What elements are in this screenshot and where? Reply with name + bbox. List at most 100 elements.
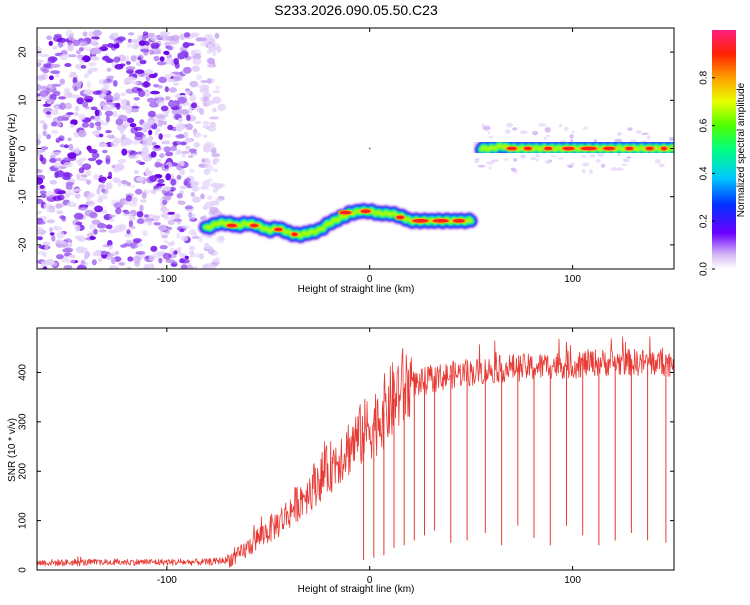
noise-speckle — [66, 201, 77, 208]
noise-speckle — [127, 42, 132, 48]
noise-speckle — [142, 31, 149, 36]
noise-speckle — [100, 250, 108, 255]
x-tick-label: 100 — [564, 274, 581, 285]
noise-speckle — [204, 89, 209, 95]
noise-speckle — [94, 121, 101, 126]
noise-speckle — [202, 120, 210, 126]
spectrogram-content — [37, 29, 674, 269]
noise-speckle — [68, 143, 74, 151]
noise-speckle — [137, 56, 142, 61]
noise-speckle — [46, 209, 56, 213]
noise-speckle — [89, 224, 96, 230]
noise-speckle — [582, 126, 588, 130]
noise-speckle — [59, 215, 66, 220]
noise-speckle — [137, 242, 144, 248]
noise-speckle — [117, 179, 122, 187]
noise-speckle — [126, 181, 132, 186]
noise-speckle — [84, 251, 91, 259]
noise-speckle — [126, 117, 135, 124]
noise-speckle — [170, 178, 177, 186]
noise-speckle — [610, 167, 617, 172]
noise-speckle — [218, 235, 225, 241]
noise-speckle — [115, 250, 120, 255]
noise-speckle — [96, 187, 101, 195]
noise-speckle — [145, 69, 154, 75]
noise-speckle — [63, 265, 73, 269]
noise-speckle — [569, 134, 574, 139]
noise-speckle — [180, 235, 189, 242]
noise-speckle — [140, 48, 150, 53]
ridge-core — [506, 146, 517, 151]
noise-speckle — [90, 106, 98, 111]
noise-speckle — [155, 113, 166, 119]
noise-speckle — [177, 118, 183, 123]
noise-speckle — [142, 230, 148, 237]
y-tick-label: 400 — [18, 364, 29, 381]
noise-speckle — [183, 32, 191, 38]
noise-speckle — [198, 253, 204, 260]
noise-speckle — [108, 214, 116, 218]
noise-speckle — [214, 183, 222, 190]
noise-speckle — [145, 92, 151, 97]
noise-speckle — [51, 151, 61, 156]
noise-speckle — [179, 258, 186, 264]
noise-speckle — [58, 135, 65, 142]
noise-speckle — [506, 122, 513, 128]
noise-speckle — [532, 130, 539, 136]
noise-speckle — [182, 42, 190, 48]
noise-speckle — [82, 31, 88, 37]
noise-speckle — [163, 195, 172, 201]
noise-speckle — [81, 43, 89, 47]
snr-panel: -100 0 100 0 100 200 300 400 Height of straight… — [7, 327, 675, 595]
noise-speckle — [571, 130, 575, 134]
noise-speckle — [63, 144, 69, 149]
noise-speckle — [474, 158, 480, 164]
noise-speckle — [193, 266, 198, 269]
noise-speckle — [535, 158, 540, 162]
noise-speckle — [37, 236, 43, 241]
noise-speckle — [143, 89, 150, 93]
noise-speckle — [76, 50, 81, 55]
noise-speckle — [51, 129, 59, 134]
noise-speckle — [50, 70, 61, 74]
noise-speckle — [564, 126, 569, 131]
noise-speckle — [56, 231, 65, 239]
noise-speckle — [196, 74, 202, 81]
noise-speckle — [177, 96, 187, 104]
noise-speckle — [39, 149, 46, 153]
noise-speckle — [203, 134, 208, 139]
noise-speckle — [146, 139, 153, 147]
noise-speckle — [105, 255, 113, 260]
noise-speckle — [77, 54, 84, 59]
noise-speckle — [99, 122, 109, 126]
noise-speckle — [54, 188, 62, 195]
noise-speckle — [211, 259, 218, 263]
noise-speckle — [140, 151, 150, 158]
noise-speckle — [74, 105, 80, 112]
noise-speckle — [56, 210, 64, 215]
noise-speckle — [49, 226, 53, 233]
noise-speckle — [157, 178, 165, 184]
noise-speckle — [207, 247, 215, 255]
noise-speckle — [171, 263, 177, 267]
noise-speckle — [84, 73, 89, 79]
noise-speckle — [165, 173, 172, 181]
noise-speckle — [200, 216, 205, 221]
noise-speckle — [164, 41, 171, 47]
noise-speckle — [125, 239, 132, 245]
noise-speckle — [201, 185, 206, 189]
noise-speckle — [164, 86, 169, 93]
noise-speckle — [37, 133, 42, 140]
noise-speckle — [112, 80, 118, 87]
noise-speckle — [37, 149, 41, 157]
noise-speckle — [130, 55, 137, 62]
noise-speckle — [166, 53, 172, 59]
noise-speckle — [216, 46, 222, 53]
noise-speckle — [119, 128, 124, 134]
noise-speckle — [59, 144, 65, 148]
noise-speckle — [154, 130, 159, 136]
noise-speckle — [150, 42, 160, 49]
noise-speckle — [80, 65, 87, 69]
noise-speckle — [129, 202, 138, 207]
